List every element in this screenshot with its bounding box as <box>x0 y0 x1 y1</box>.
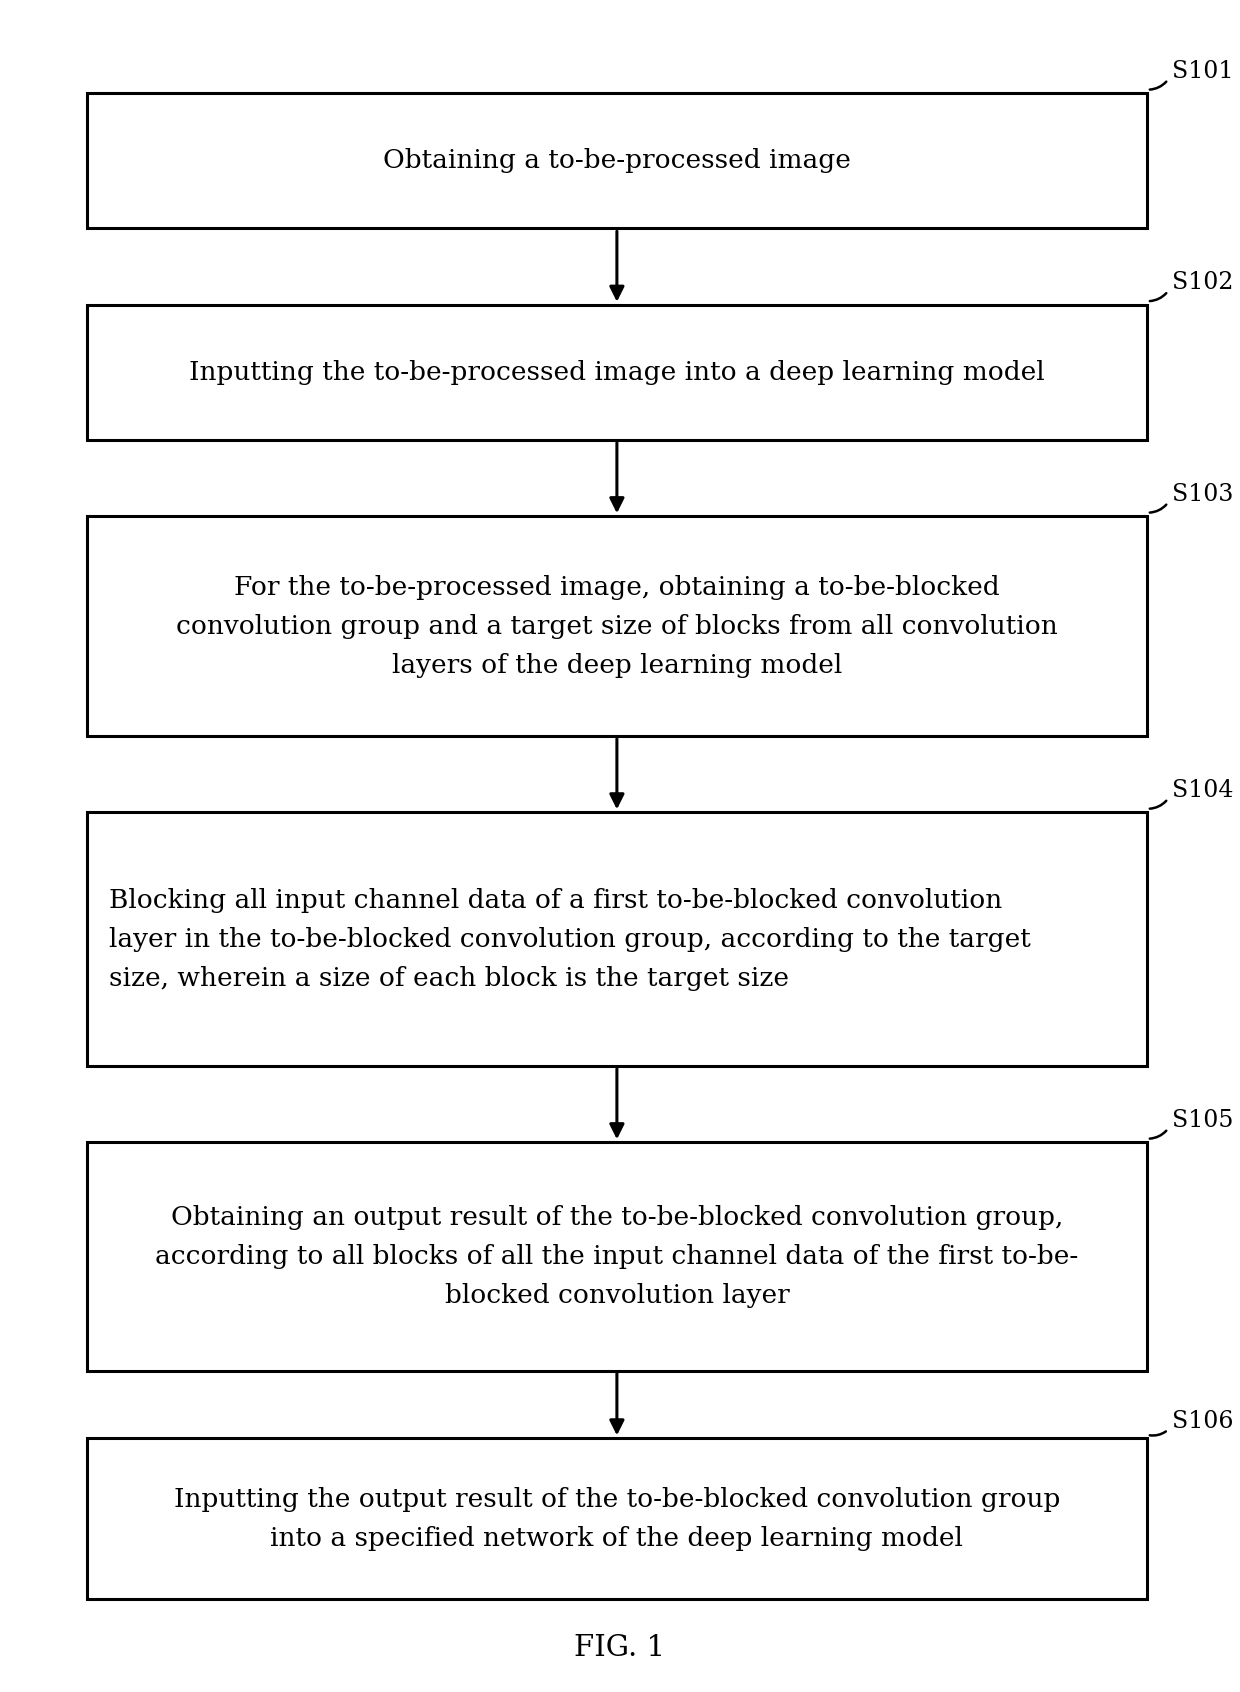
FancyArrowPatch shape <box>1149 800 1167 809</box>
Text: S103: S103 <box>1172 482 1233 506</box>
FancyArrowPatch shape <box>1149 1130 1167 1139</box>
FancyArrowPatch shape <box>1149 1431 1166 1435</box>
FancyBboxPatch shape <box>87 516 1147 736</box>
FancyBboxPatch shape <box>87 1142 1147 1371</box>
Text: Inputting the output result of the to-be-blocked convolution group
into a specif: Inputting the output result of the to-be… <box>174 1487 1060 1550</box>
Text: S104: S104 <box>1172 778 1234 802</box>
Text: Obtaining an output result of the to-be-blocked convolution group,
according to : Obtaining an output result of the to-be-… <box>155 1205 1079 1308</box>
Text: FIG. 1: FIG. 1 <box>574 1633 666 1662</box>
FancyBboxPatch shape <box>87 305 1147 440</box>
FancyArrowPatch shape <box>1149 81 1167 90</box>
FancyArrowPatch shape <box>1149 293 1167 301</box>
Text: Inputting the to-be-processed image into a deep learning model: Inputting the to-be-processed image into… <box>188 360 1045 384</box>
Text: For the to-be-processed image, obtaining a to-be-blocked
convolution group and a: For the to-be-processed image, obtaining… <box>176 575 1058 677</box>
Text: S101: S101 <box>1172 59 1234 83</box>
Text: Obtaining a to-be-processed image: Obtaining a to-be-processed image <box>383 149 851 173</box>
FancyArrowPatch shape <box>1149 504 1167 513</box>
FancyBboxPatch shape <box>87 1438 1147 1599</box>
Text: S102: S102 <box>1172 271 1234 294</box>
Text: S106: S106 <box>1172 1409 1234 1433</box>
Text: Blocking all input channel data of a first to-be-blocked convolution
layer in th: Blocking all input channel data of a fir… <box>109 888 1030 990</box>
FancyBboxPatch shape <box>87 812 1147 1066</box>
Text: S105: S105 <box>1172 1108 1233 1132</box>
FancyBboxPatch shape <box>87 93 1147 228</box>
